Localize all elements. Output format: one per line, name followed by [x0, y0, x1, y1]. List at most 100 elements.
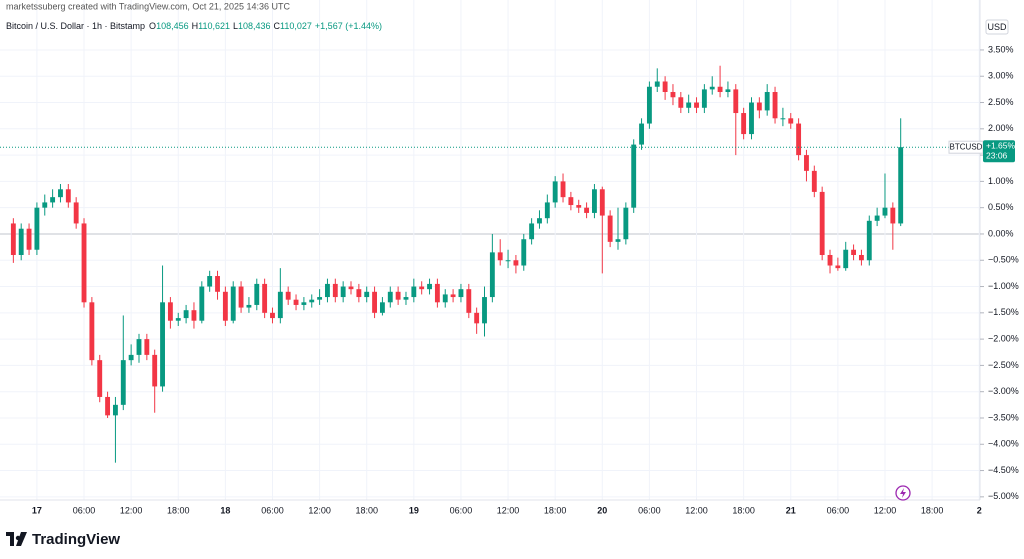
y-tick-label: −1.00%	[988, 281, 1019, 291]
logo-text: TradingView	[32, 531, 120, 548]
candle-body	[199, 286, 205, 321]
candle-body	[293, 299, 299, 305]
legend-field-label: O	[149, 21, 156, 31]
candle-body	[788, 118, 794, 124]
candle-body	[215, 276, 220, 292]
x-tick-label: 18:00	[732, 505, 755, 515]
candle-body	[670, 92, 676, 98]
x-tick-label: 06:00	[73, 505, 96, 515]
currency-box[interactable]	[985, 19, 1009, 35]
y-tick-label: 0.00%	[988, 228, 1014, 238]
candle-body	[364, 291, 370, 298]
candle-body	[317, 297, 323, 300]
candle-body	[395, 291, 401, 300]
candle-body	[513, 260, 519, 266]
candle-body	[858, 254, 864, 261]
candle-body	[709, 86, 715, 90]
candle-body	[42, 202, 48, 208]
candle-body	[521, 239, 527, 266]
candle-body	[497, 252, 503, 261]
candle-body	[482, 297, 487, 324]
candle-body	[584, 207, 590, 213]
candle-body	[238, 286, 244, 308]
candle-body	[301, 302, 307, 305]
y-tick-label: −3.50%	[988, 412, 1019, 422]
candle-body	[175, 318, 181, 321]
candle-body	[474, 312, 480, 324]
candle-body	[419, 286, 425, 290]
candle-body	[403, 297, 409, 300]
candles	[10, 65, 904, 463]
candle-body	[489, 252, 495, 298]
candle-body	[749, 102, 754, 135]
candle-body	[686, 102, 692, 108]
candle-body	[411, 286, 417, 298]
countdown: 23:06	[986, 150, 1008, 160]
candle-body	[348, 286, 354, 290]
x-tick-label: 12:00	[685, 505, 708, 515]
candle-body	[152, 354, 158, 387]
legend-field-label: H	[192, 21, 199, 31]
candle-body	[725, 89, 731, 93]
candle-body	[599, 189, 605, 216]
candle-body	[167, 302, 173, 321]
candle-body	[285, 291, 291, 300]
candle-body	[442, 294, 448, 303]
candle-body	[568, 197, 574, 206]
y-tick-label: −4.50%	[988, 465, 1019, 475]
x-tick-label: 06:00	[261, 505, 284, 515]
candle-body	[379, 302, 385, 313]
candle-body	[144, 339, 150, 355]
last-price-box	[983, 140, 1015, 163]
candle-body	[646, 86, 652, 124]
candle-body	[851, 249, 857, 255]
candle-body	[811, 170, 817, 192]
legend-field-value: 110,621	[198, 21, 230, 31]
candle-body	[207, 276, 213, 287]
y-tick-label: −3.00%	[988, 386, 1019, 396]
candle-body	[623, 207, 629, 240]
candle-body	[529, 223, 535, 240]
candle-body	[756, 102, 762, 111]
candle-body	[309, 299, 315, 303]
candle-body	[387, 291, 393, 303]
y-tick-label: −2.50%	[988, 360, 1019, 370]
candle-body	[576, 205, 582, 208]
x-tick-label: 18	[220, 505, 230, 515]
y-tick-label: 2.00%	[988, 123, 1014, 133]
last-price-label: +1.65%	[986, 140, 1016, 150]
candle-body	[18, 228, 24, 255]
candle-body	[804, 155, 809, 171]
candle-body	[372, 291, 378, 313]
candle-body	[772, 92, 778, 119]
y-tick-label: 1.00%	[988, 176, 1014, 186]
legend-field-label: C	[274, 21, 281, 31]
x-tick-label: 21	[786, 505, 796, 515]
candle-body	[89, 302, 95, 361]
candle-body	[254, 283, 260, 305]
legend: Bitcoin / U.S. Dollar · 1h · Bitstamp O10…	[6, 21, 382, 31]
credit: marketssuberg created with TradingView.c…	[6, 1, 290, 11]
candle-body	[191, 310, 197, 321]
candle-body	[741, 113, 747, 135]
candle-body	[592, 189, 597, 213]
candle-body	[827, 254, 833, 266]
candle-body	[835, 265, 841, 269]
x-tick-label: 2	[977, 505, 982, 515]
y-tick-label: −2.00%	[988, 333, 1019, 343]
candle-body	[97, 360, 103, 397]
y-tick-label: 3.50%	[988, 44, 1014, 54]
x-tick-label: 12:00	[874, 505, 897, 515]
candle-body	[332, 283, 338, 298]
candle-body	[874, 215, 880, 221]
candle-body	[10, 223, 16, 255]
candle-body	[552, 181, 558, 203]
candle-body	[819, 191, 825, 255]
x-tick-label: 06:00	[638, 505, 661, 515]
candle-body	[105, 396, 111, 416]
candle-body	[631, 144, 637, 208]
candle-body	[160, 302, 165, 387]
lightning-icon[interactable]	[895, 485, 911, 501]
candle-body	[50, 197, 56, 203]
